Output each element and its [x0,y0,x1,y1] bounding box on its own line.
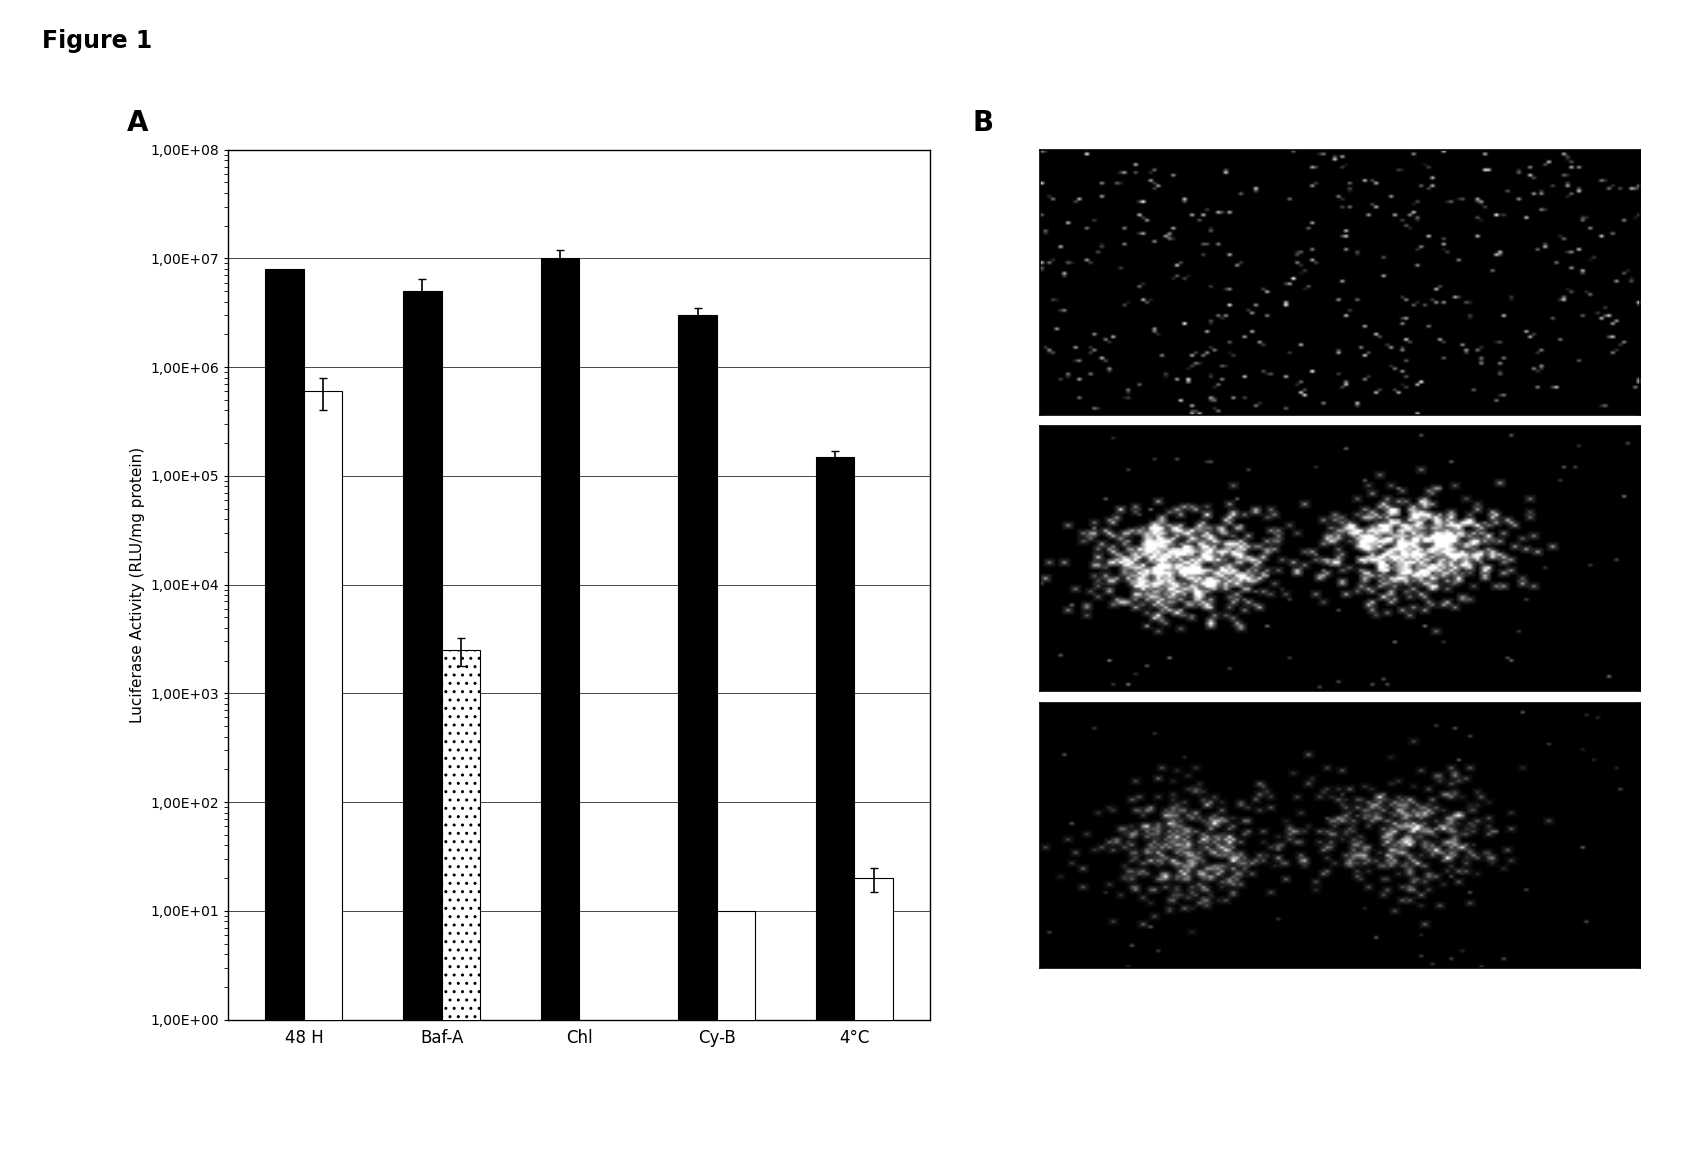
Bar [678,316,717,1152]
Bar [265,270,304,1152]
Bar [815,457,854,1152]
Bar [402,291,441,1152]
Bar [854,878,893,1152]
Text: Figure 1: Figure 1 [42,29,152,53]
Y-axis label: Luciferase Activity (RLU/mg protein): Luciferase Activity (RLU/mg protein) [130,447,145,722]
Bar [441,650,480,1152]
Bar [541,258,578,1152]
Bar [717,911,756,1152]
Bar [304,392,343,1152]
Text: A: A [127,109,149,137]
Text: B: B [972,109,993,137]
